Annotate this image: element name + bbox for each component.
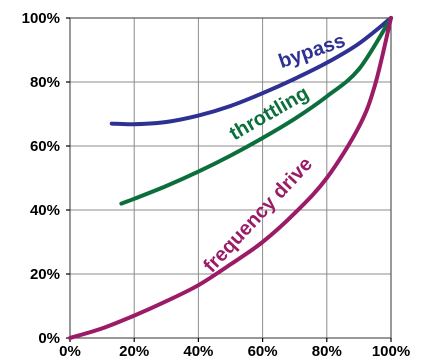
plot-frame <box>69 17 392 339</box>
y-tick-labels: 0% 20% 40% 60% 80% 100% <box>22 10 60 347</box>
y-tick-label: 40% <box>30 202 60 219</box>
series-label-frequency-drive: frequency drive <box>199 153 317 277</box>
x-tick-label: 100% <box>372 343 410 360</box>
x-tick-label: 40% <box>183 343 213 360</box>
y-tick-label: 100% <box>22 10 60 27</box>
x-tick-label: 80% <box>312 343 342 360</box>
y-tick-label: 60% <box>30 138 60 155</box>
y-tick-label: 80% <box>30 74 60 91</box>
x-tick-labels: 0% 20% 40% 60% 80% 100% <box>59 343 410 360</box>
x-tick-label: 60% <box>248 343 278 360</box>
series-line-bypass <box>109 16 393 127</box>
y-tick-label: 20% <box>30 266 60 283</box>
series-line-frequency-drive <box>68 16 393 340</box>
y-tick-label: 0% <box>38 330 60 347</box>
series-line-throttling <box>119 16 393 206</box>
grid <box>70 18 391 338</box>
x-tick-label: 0% <box>59 343 81 360</box>
axes <box>66 17 392 342</box>
series-lines <box>68 16 393 340</box>
x-tick-label: 20% <box>119 343 149 360</box>
series-label-bypass: bypass <box>276 30 348 73</box>
